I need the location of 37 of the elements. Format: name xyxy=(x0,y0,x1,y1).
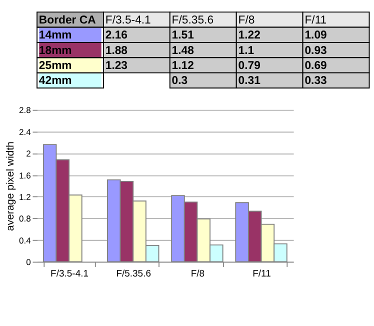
data-label: 0.79 xyxy=(238,60,260,72)
y-tick-label: 0.8 xyxy=(18,214,32,224)
y-tick-label: 42mm xyxy=(38,75,72,88)
x-tick-label: F/11 xyxy=(252,268,271,280)
y-tick-label: 1.6 xyxy=(18,170,32,180)
data-label: 1.1 xyxy=(238,44,255,57)
data-label: 1.22 xyxy=(238,30,260,42)
y-tick-label: 1.2 xyxy=(18,192,32,202)
y-tick-label: 2.8 xyxy=(18,105,32,116)
data-label: 0.31 xyxy=(238,75,262,88)
y-tick-label: 2.4 xyxy=(18,126,32,137)
x-tick-label: F/3.5-4.1 xyxy=(50,268,89,280)
y-tick-label: 0 xyxy=(26,257,32,268)
data-label: 0.93 xyxy=(304,44,327,57)
data-label: 1.23 xyxy=(105,60,128,72)
data-label: 1.09 xyxy=(304,30,327,42)
x-tick-label: F/3.5-4.1 xyxy=(105,14,151,26)
data-label: 0.69 xyxy=(304,60,327,72)
data-label: 1.48 xyxy=(172,44,194,57)
y-tick-label: 18mm xyxy=(38,44,72,57)
x-tick-label: F/11 xyxy=(304,14,327,26)
x-tick-label: F/8 xyxy=(190,268,205,280)
data-label: 0.33 xyxy=(304,75,327,88)
y-axis-title: average pixel width xyxy=(5,141,16,231)
y-tick-label: 0.4 xyxy=(18,235,32,246)
data-label: 2.16 xyxy=(105,30,128,42)
data-label: 1.88 xyxy=(105,44,128,57)
x-tick-label: F/5.35.6 xyxy=(172,14,214,26)
y-axis-title: Border CA xyxy=(38,14,96,26)
x-tick-label: F/8 xyxy=(238,14,255,26)
y-tick-label: 25mm xyxy=(38,60,72,72)
data-label: 1.12 xyxy=(172,60,194,72)
y-tick-label: 2 xyxy=(26,148,32,159)
y-tick-label: 14mm xyxy=(38,30,72,42)
x-tick-label: F/5.35.6 xyxy=(116,268,152,280)
data-label: 1.51 xyxy=(172,30,195,42)
data-label: 0.3 xyxy=(172,75,188,88)
